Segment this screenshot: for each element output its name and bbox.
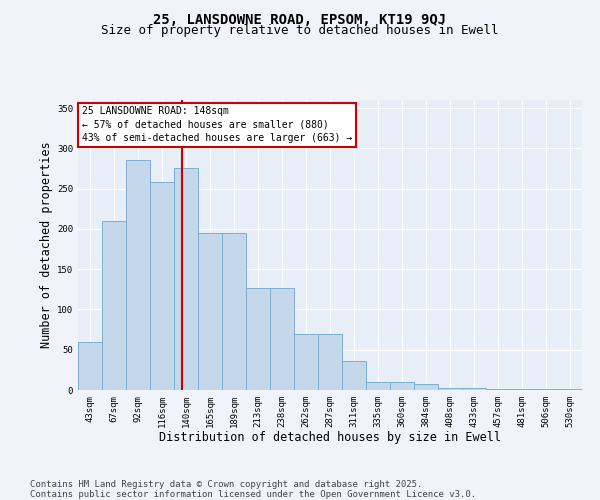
Text: 25 LANSDOWNE ROAD: 148sqm
← 57% of detached houses are smaller (880)
43% of semi: 25 LANSDOWNE ROAD: 148sqm ← 57% of detac…	[82, 106, 353, 143]
Bar	[366, 382, 390, 390]
Bar	[558, 389, 582, 390]
Bar	[198, 233, 222, 390]
Bar	[246, 288, 270, 390]
Bar	[390, 382, 414, 390]
Bar	[414, 384, 438, 390]
Bar	[270, 288, 294, 390]
Bar	[486, 389, 510, 390]
Bar	[150, 182, 174, 390]
X-axis label: Distribution of detached houses by size in Ewell: Distribution of detached houses by size …	[159, 432, 501, 444]
Bar	[294, 334, 318, 390]
Bar	[102, 221, 126, 390]
Bar	[222, 233, 246, 390]
Bar	[318, 334, 342, 390]
Bar	[78, 342, 102, 390]
Text: 25, LANSDOWNE ROAD, EPSOM, KT19 9QJ: 25, LANSDOWNE ROAD, EPSOM, KT19 9QJ	[154, 12, 446, 26]
Text: Contains HM Land Registry data © Crown copyright and database right 2025.
Contai: Contains HM Land Registry data © Crown c…	[30, 480, 476, 499]
Bar	[438, 388, 462, 390]
Bar	[510, 389, 534, 390]
Bar	[174, 168, 198, 390]
Y-axis label: Number of detached properties: Number of detached properties	[40, 142, 53, 348]
Bar	[342, 361, 366, 390]
Text: Size of property relative to detached houses in Ewell: Size of property relative to detached ho…	[101, 24, 499, 37]
Bar	[126, 160, 150, 390]
Bar	[534, 389, 558, 390]
Bar	[462, 388, 486, 390]
